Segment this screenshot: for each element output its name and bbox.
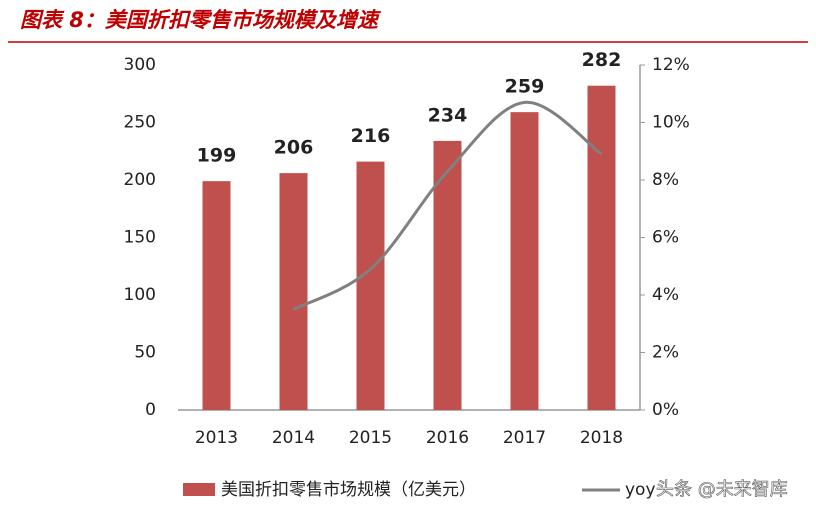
y2-tick-label: 12% <box>652 55 690 75</box>
value-label: 199 <box>197 145 237 167</box>
line <box>292 100 603 311</box>
y-tick-label: 150 <box>124 228 156 248</box>
legend-label: 美国折扣零售市场规模（亿美元） <box>221 480 476 500</box>
watermark: 头条 @未来智库 <box>656 479 788 500</box>
y-tick-label: 250 <box>124 113 156 133</box>
y-tick-label: 200 <box>124 170 156 190</box>
value-label: 206 <box>274 137 314 159</box>
y-tick-label: 50 <box>134 343 156 363</box>
bar <box>510 112 539 411</box>
value-label: 282 <box>582 49 622 71</box>
x-tick-label: 2015 <box>349 428 392 448</box>
bar <box>587 85 616 410</box>
x-tick-label: 2018 <box>580 428 623 448</box>
bar <box>279 173 308 410</box>
y2-tick-label: 10% <box>652 113 690 133</box>
value-label: 234 <box>428 104 468 126</box>
x-tick-label: 2014 <box>272 428 315 448</box>
bar <box>433 140 462 410</box>
value-label: 216 <box>351 125 391 147</box>
y-tick-label: 0 <box>145 400 156 420</box>
y2-tick-label: 6% <box>652 228 679 248</box>
value-label: 259 <box>505 76 545 98</box>
x-tick-label: 2013 <box>195 428 238 448</box>
y-tick-label: 100 <box>124 285 156 305</box>
chart-title: 图表 8：美国折扣零售市场规模及增速 <box>20 8 382 32</box>
y-tick-label: 300 <box>124 55 156 75</box>
bar <box>356 161 385 410</box>
y2-tick-label: 0% <box>652 400 679 420</box>
legend-label: yoy <box>625 480 656 500</box>
x-tick-label: 2016 <box>426 428 469 448</box>
y2-tick-label: 4% <box>652 285 679 305</box>
x-tick-label: 2017 <box>503 428 546 448</box>
y2-tick-label: 2% <box>652 343 679 363</box>
bar <box>202 181 231 410</box>
y2-tick-label: 8% <box>652 170 679 190</box>
legend-swatch-bar <box>183 483 215 496</box>
